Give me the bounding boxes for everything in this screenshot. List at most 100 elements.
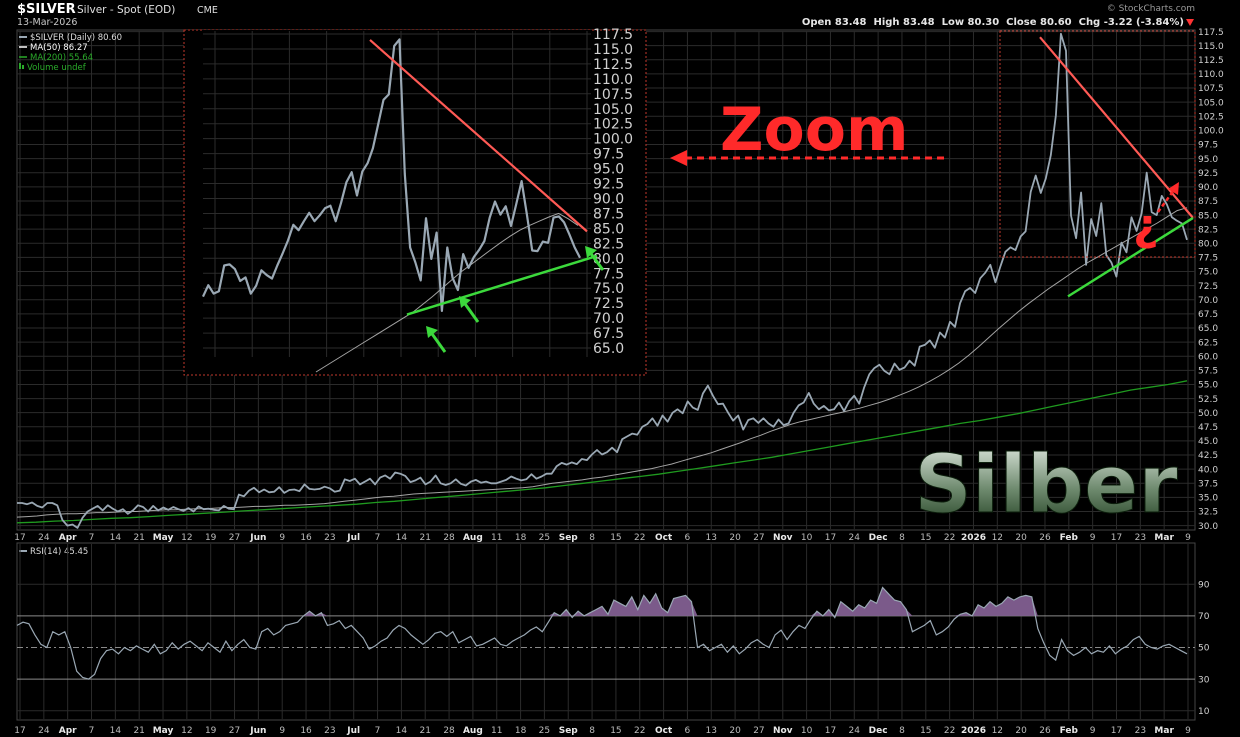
x-tick-label: 7 [375,533,381,543]
x-tick-label: 19 [205,533,217,543]
legend: $SILVER (Daily) 80.60 MA(50) 86.27 MA(20… [19,33,122,73]
y-tick-label: 102.5 [1198,112,1224,122]
zoom-y-tick-label: 97.5 [593,147,624,163]
x-tick-label: 24 [38,533,50,543]
rsi-x-axis: 17 24 Apr 7 14 21 May 12 19 27 Jun 9 16 23 Jul 7 14 21 28 A… [14,726,1191,736]
y-tick-label: 47.5 [1198,423,1218,433]
y-tick-label: 40.0 [1198,465,1218,475]
date-label: 13-Mar-2026 [17,17,77,28]
support-line [1067,216,1194,298]
x-tick-label: Sep [559,533,579,543]
y-tick-label: 87.5 [1198,197,1218,207]
y-tick-label: 75.0 [1198,268,1218,278]
x-tick-label: 25 [539,533,550,543]
y-tick-label: 67.5 [1198,310,1218,320]
rsi-y-tick-label: 30 [1198,675,1210,685]
x-tick-label: 20 [729,726,741,736]
x-tick-label: Nov [773,726,793,736]
arrow-up-left-icon [428,330,447,353]
x-tick-label: 12 [181,726,192,736]
y-tick-label: 105.0 [1198,98,1224,108]
y-tick-label: 60.0 [1198,352,1218,362]
y-tick-label: 85.0 [1198,211,1218,221]
y-tick-label: 35.0 [1198,494,1218,504]
zoom-source-box [999,30,1196,258]
zoom-grid [203,31,591,357]
x-tick-label: 14 [396,726,408,736]
watermark: © StockCharts.com [1107,4,1195,14]
x-tick-label: 24 [849,726,861,736]
zoom-resistance-line [369,39,588,233]
x-tick-label: 17 [14,726,25,736]
x-tick-label: 6 [685,533,691,543]
zoom-y-tick-label: 100.0 [593,132,633,148]
zoom-inset-plot [203,30,591,357]
x-tick-label: 2026 [961,726,986,736]
x-tick-label: 17 [1111,726,1122,736]
x-tick-label: 22 [634,726,645,736]
y-tick-label: 82.5 [1198,225,1218,235]
y-tick-label: 65.0 [1198,324,1218,334]
x-tick-label: 16 [300,726,312,736]
x-tick-label: 15 [920,533,931,543]
x-tick-label: 20 [1015,726,1027,736]
x-tick-label: Dec [869,533,888,543]
y-tick-label: 110.0 [1198,70,1224,80]
zoom-y-tick-label: 67.5 [593,326,624,342]
x-tick-label: 9 [279,726,285,736]
x-tick-label: 14 [110,533,122,543]
y-tick-label: 107.5 [1198,84,1224,94]
y-tick-label: 97.5 [1198,141,1218,151]
y-tick-label: 90.0 [1198,183,1218,193]
arrow-up-right-icon [1168,182,1179,195]
ma200-line [16,380,1188,524]
zoom-y-tick-label: 112.5 [593,57,633,73]
x-tick-label: 8 [899,533,905,543]
x-tick-label: 2026 [961,533,986,543]
question-mark-annotation: ? [1133,205,1159,256]
x-tick-label: Jun [249,533,266,543]
zoom-y-tick-label: 107.5 [593,87,633,103]
price-y-axis: 117.5 115.0 112.5 110.0 107.5 105.0 102.5 100.0… [1198,28,1224,532]
symbol: $SILVER [17,2,76,17]
y-tick-label: 95.0 [1198,155,1218,165]
x-tick-label: 12 [181,533,192,543]
x-tick-label: 8 [589,533,595,543]
x-tick-label: 9 [1185,726,1191,736]
description: Silver - Spot (EOD) [77,4,175,16]
rsi-label: RSI(14) 45.45 [30,547,88,557]
x-tick-label: 27 [753,533,764,543]
x-tick-label: 23 [1135,726,1146,736]
zoom-y-tick-label: 117.5 [593,27,633,43]
x-tick-label: 11 [491,533,502,543]
y-tick-label: 70.0 [1198,296,1218,306]
x-tick-label: 20 [1015,533,1027,543]
x-tick-label: 22 [634,533,645,543]
x-tick-label: 9 [1090,726,1096,736]
y-tick-label: 32.5 [1198,508,1218,518]
x-tick-label: Apr [59,533,77,543]
y-tick-label: 112.5 [1198,56,1224,66]
rsi-panel [16,542,1196,721]
legend-ma200: MA(200) 55.64 [30,53,93,63]
x-tick-label: 19 [205,726,217,736]
y-tick-label: 92.5 [1198,169,1218,179]
x-tick-label: Oct [655,726,673,736]
x-tick-label: 23 [324,726,335,736]
rsi-line [16,586,1188,680]
x-tick-label: 12 [992,726,1003,736]
zoom-annotation: Zoom [720,95,908,165]
x-tick-label: 25 [539,726,550,736]
x-tick-label: 9 [1185,533,1191,543]
x-tick-label: 23 [324,533,335,543]
x-tick-label: May [153,533,174,543]
rsi-y-axis: 90 70 50 30 10 [1198,581,1210,717]
x-tick-label: 27 [229,726,240,736]
x-tick-label: 17 [825,726,836,736]
x-tick-label: Mar [1154,533,1174,543]
x-tick-label: Apr [59,726,77,736]
rsi-overbought-fill [303,611,316,616]
arrow-left-icon [670,150,687,166]
y-tick-label: 55.0 [1198,381,1218,391]
